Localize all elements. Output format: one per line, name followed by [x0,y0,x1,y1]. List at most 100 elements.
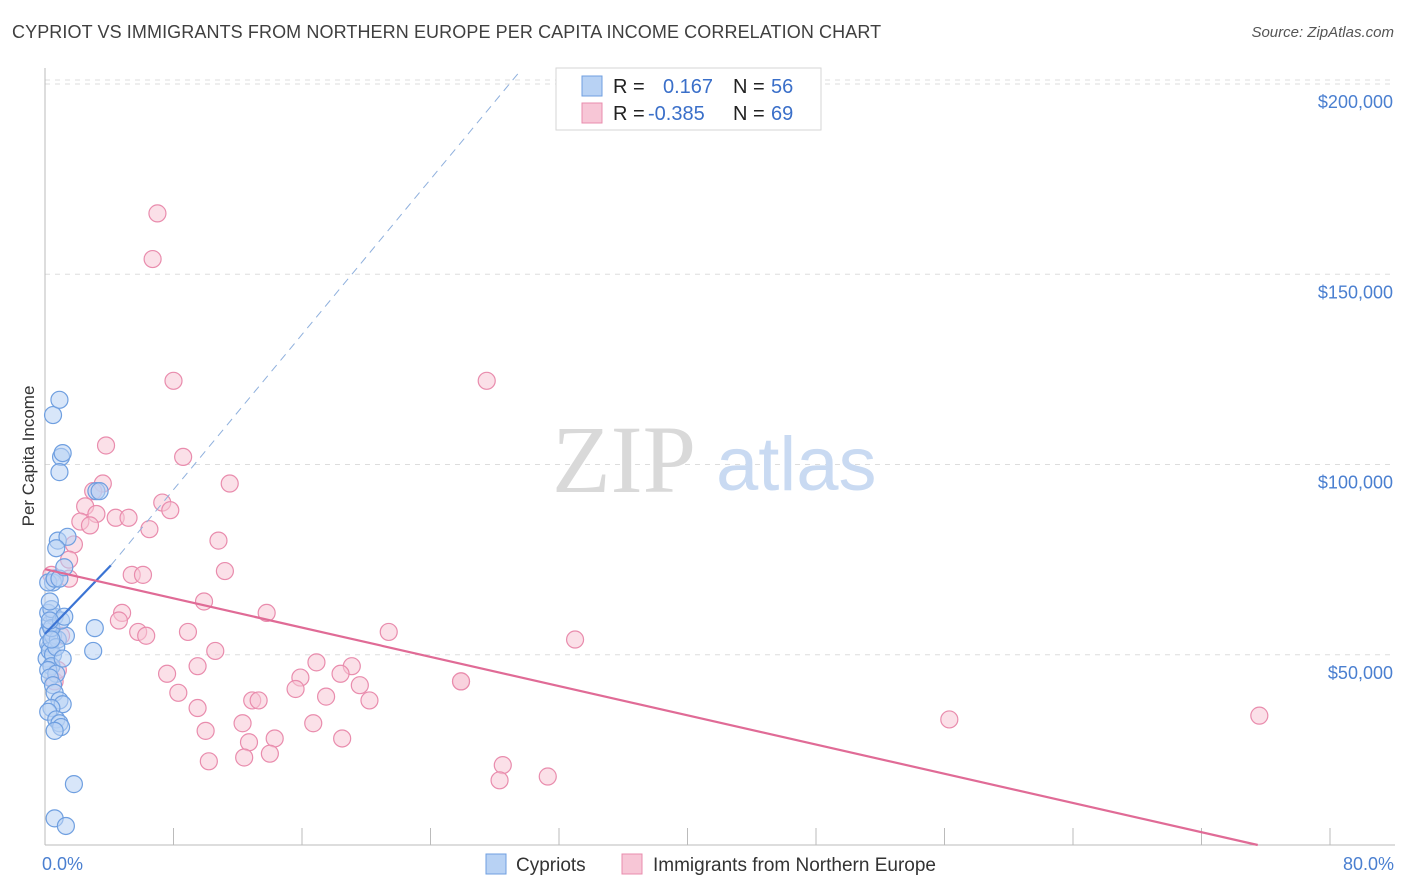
immigrants-point-3 [477,371,496,390]
immigrants-point-65 [538,767,557,786]
chart-title: CYPRIOT VS IMMIGRANTS FROM NORTHERN EURO… [12,22,882,42]
y-tick-labels: $50,000 $100,000 $150,000 $200,000 [1318,92,1393,683]
cypriots-point-41 [50,390,69,409]
immigrants-point-58 [265,729,284,748]
immigrants-point-54 [233,714,252,733]
immigrants-point-4 [96,436,116,455]
trendline-1 [110,72,520,566]
trendlines [44,72,1258,847]
cypriots-point-54 [53,649,72,668]
legend-r-label-1: R = [613,76,645,98]
cypriots-point-48 [84,641,103,661]
immigrants-point-60 [260,744,279,763]
cypriots-point-52 [40,611,59,630]
cypriots-point-18 [47,539,66,558]
trendline-0 [44,564,112,635]
legend-swatch-cypriots [581,75,603,97]
immigrants-point-0 [148,204,167,223]
legend-swatch-immigrants [581,102,603,124]
immigrants-point-59 [239,733,259,752]
trendline-2 [44,568,1258,847]
immigrants-point-66 [940,710,959,729]
immigrants-point-30 [178,622,198,642]
immigrants-point-51 [249,691,268,710]
watermark-zip: ZIP [552,406,696,513]
cypriots-point-51 [56,816,75,836]
immigrants-point-1 [143,249,162,269]
x-tick-label-max: 80.0% [1343,854,1394,874]
immigrants-point-57 [333,729,352,748]
cypriots-point-49 [64,775,84,794]
series-immigrants-points [42,204,1269,790]
immigrants-point-49 [316,687,336,706]
immigrants-point-21 [215,561,234,581]
immigrants-point-23 [133,565,153,584]
immigrants-point-16 [80,516,100,535]
immigrants-point-42 [331,664,350,683]
immigrants-point-64 [490,771,509,790]
immigrants-point-33 [137,626,156,645]
immigrants-point-52 [360,691,379,710]
cypriots-point-43 [53,443,72,463]
immigrants-point-67 [1250,706,1269,725]
immigrants-point-53 [188,698,207,718]
watermark: ZIP atlas [552,406,877,513]
watermark-atlas: atlas [716,422,877,507]
legend-r-value-1: 0.167 [663,76,713,98]
legend-n-value-2: 69 [771,103,793,125]
immigrants-point-6 [220,474,239,493]
immigrants-point-17 [140,520,159,539]
immigrants-point-5 [174,447,193,467]
y-tick-label-3: $200,000 [1318,92,1393,112]
bottom-legend-swatch-cypriots [485,853,507,875]
cypriots-point-10 [40,592,59,611]
cypriots-point-44 [50,463,69,482]
immigrants-point-55 [304,714,323,733]
legend-n-value-1: 56 [771,76,793,98]
bottom-legend-immigrants: Immigrants from Northern Europe [653,855,936,876]
legend-box: R = 0.167 N = 56 R = -0.385 N = 69 [555,67,822,131]
immigrants-point-62 [199,752,218,771]
y-tick-label-0: $50,000 [1328,663,1393,683]
immigrants-point-39 [188,657,207,676]
series-cypriots-points [37,390,109,836]
cypriots-point-47 [85,619,104,638]
immigrants-point-40 [157,664,177,683]
bottom-legend-cypriots: Cypriots [516,855,586,876]
immigrants-point-44 [451,672,471,691]
legend-r-label-2: R = [613,103,645,125]
cypriots-point-40 [43,405,63,425]
immigrants-point-18 [209,531,228,550]
immigrants-point-46 [350,676,369,695]
immigrants-point-56 [196,721,215,740]
bottom-legend: Cypriots Immigrants from Northern Europe [485,853,936,876]
immigrants-point-48 [169,683,188,702]
immigrants-point-31 [379,622,398,642]
immigrants-point-61 [235,748,254,767]
cypriots-point-55 [42,630,61,649]
y-tick-label-2: $150,000 [1318,282,1393,302]
x-tick-labels: 0.0% 80.0% [42,854,1394,874]
gridlines [45,79,1395,656]
bottom-legend-swatch-immigrants [621,853,643,875]
immigrants-point-37 [307,653,326,672]
immigrants-point-29 [109,611,128,630]
cypriots-point-17 [58,527,77,546]
immigrants-point-47 [286,679,305,699]
legend-n-label-1: N = [733,76,765,98]
immigrants-point-36 [206,641,225,661]
cypriots-point-34 [45,721,64,740]
immigrants-point-11 [161,501,180,520]
immigrants-point-14 [119,508,138,527]
source-credit: Source: ZipAtlas.com [1251,24,1394,41]
immigrants-point-2 [164,371,183,390]
immigrants-point-28 [257,603,276,623]
y-tick-label-1: $100,000 [1318,473,1393,493]
legend-n-label-2: N = [733,103,765,125]
x-tick-label-min: 0.0% [42,854,83,874]
immigrants-point-63 [493,755,512,775]
legend-r-value-2: -0.385 [648,103,705,125]
y-axis-label: Per Capita Income [19,386,38,527]
cypriots-point-46 [90,482,109,501]
